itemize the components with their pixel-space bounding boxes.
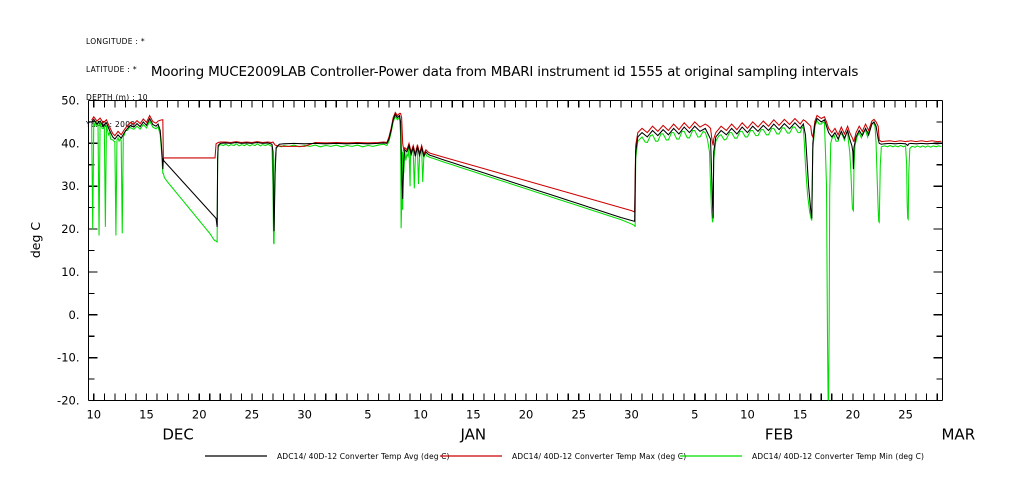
legend-label-min: ADC14/ 40D-12 Converter Temp Min (deg C) (752, 452, 924, 461)
x-month-label: MAR (941, 426, 975, 444)
x-tick-label: 5 (364, 408, 371, 422)
x-month-label: FEB (765, 426, 793, 444)
x-tick-label: 10 (413, 408, 428, 422)
depth-label: DEPTH (m) : 10 (86, 92, 148, 102)
y-tick-label: 0. (69, 308, 80, 322)
x-tick-label: 20 (846, 408, 861, 422)
x-tick-label: 25 (571, 408, 586, 422)
x-tick-label: 25 (245, 408, 260, 422)
legend-label-max: ADC14/ 40D-12 Converter Temp Max (deg C) (512, 452, 686, 461)
x-tick-label: 5 (691, 408, 698, 422)
x-month-label: JAN (459, 426, 486, 444)
series-line-min (91, 115, 942, 401)
longitude-label: LONGITUDE : * (86, 37, 145, 47)
x-tick-label: 25 (898, 408, 913, 422)
x-tick-label: 20 (192, 408, 207, 422)
y-tick-label: 30. (61, 179, 79, 193)
y-tick-label: -10. (57, 351, 79, 365)
x-tick-label: 10 (86, 408, 101, 422)
legend-label-avg: ADC14/ 40D-12 Converter Temp Avg (deg C) (277, 452, 450, 461)
y-axis-title: deg C (28, 222, 43, 259)
x-month-label: DEC (162, 426, 194, 444)
series-line-avg (91, 113, 942, 232)
y-tick-label: 50. (61, 94, 79, 108)
x-tick-label: 30 (297, 408, 312, 422)
latitude-label: LATITUDE : * (86, 65, 137, 75)
x-tick-label: 15 (139, 408, 154, 422)
x-tick-label: 15 (793, 408, 808, 422)
y-tick-label: 20. (61, 222, 79, 236)
x-tick-label: 15 (466, 408, 481, 422)
chart-title: Mooring MUCE2009LAB Controller-Power dat… (150, 64, 859, 80)
y-tick-label: 40. (61, 136, 79, 150)
y-tick-label: 10. (61, 265, 79, 279)
x-tick-label: 10 (740, 408, 755, 422)
series-line-max (91, 111, 942, 213)
x-tick-label: 30 (624, 408, 639, 422)
x-tick-label: 20 (519, 408, 534, 422)
y-tick-label: -20. (57, 394, 79, 408)
